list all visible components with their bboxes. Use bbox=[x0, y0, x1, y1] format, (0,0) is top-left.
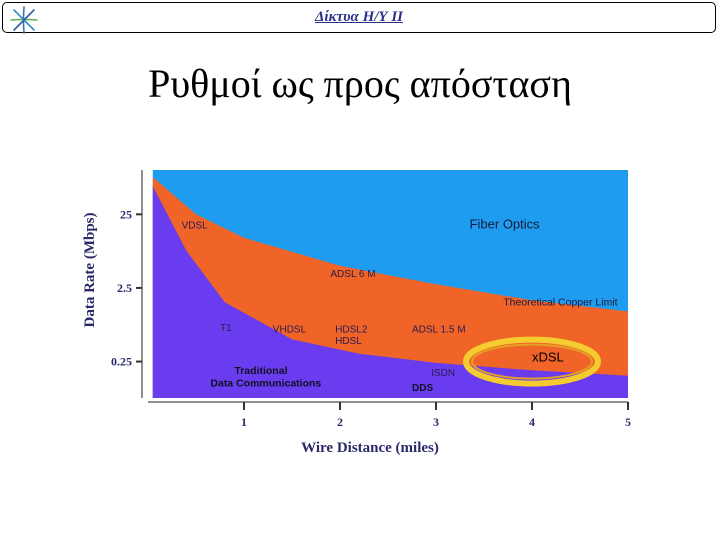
annotation-vhdsl: VHDSL bbox=[273, 325, 307, 336]
y-tick-label-2-5: 2.5 bbox=[117, 281, 132, 295]
annotation-hdsl2: HDSL2 bbox=[335, 325, 368, 336]
traditional-region bbox=[152, 186, 629, 398]
x-axis-label: Wire Distance (miles) bbox=[301, 440, 439, 456]
annotation-theoretical-copper-limit: Theoretical Copper Limit bbox=[503, 296, 617, 308]
y-axis-label: Data Rate (Mbps) bbox=[82, 213, 98, 328]
chart-annotations: VDSL ADSL 6 M Fiber Optics Theoretical Copp… bbox=[182, 217, 618, 394]
annotation-adsl-6-m: ADSL 6 M bbox=[330, 269, 375, 280]
xdsl-highlight-ellipse bbox=[463, 336, 601, 387]
distance-rate-chart: VDSL ADSL 6 M Fiber Optics Theoretical Copp… bbox=[82, 170, 631, 456]
y-tick-label-0-25: 0.25 bbox=[111, 355, 132, 369]
x-tick-label-2: 2 bbox=[337, 415, 343, 429]
annotation-data-communications: Data Communications bbox=[210, 377, 321, 389]
annotation-fiber-optics: Fiber Optics bbox=[470, 217, 541, 232]
xdsl-highlight-inner bbox=[471, 343, 593, 380]
annotation-xdsl: xDSL bbox=[532, 350, 564, 365]
header-bar: Δίκτυα Η/Υ ΙΙ bbox=[2, 2, 716, 34]
annotation-t1: T1 bbox=[220, 323, 232, 334]
chart-axes: 1 2 3 4 5 0.25 2.5 25 bbox=[111, 170, 631, 429]
header-title: Δίκτυα Η/Υ ΙΙ bbox=[315, 9, 403, 25]
annotation-traditional: Traditional bbox=[234, 365, 287, 377]
x-tick-label-4: 4 bbox=[529, 415, 535, 429]
y-tick-label-25: 25 bbox=[120, 207, 132, 221]
annotation-isdn: ISDN bbox=[431, 368, 455, 379]
star-logo-icon bbox=[10, 6, 38, 34]
annotation-adsl-1-5-m: ADSL 1.5 M bbox=[412, 325, 466, 336]
x-tick-label-5: 5 bbox=[625, 415, 631, 429]
annotation-dds: DDS bbox=[412, 383, 433, 394]
x-tick-label-3: 3 bbox=[433, 415, 439, 429]
plot-area bbox=[152, 170, 629, 398]
slide-title: Ρυθμοί ως προς απόσταση bbox=[148, 61, 572, 106]
annotation-vdsl: VDSL bbox=[182, 221, 209, 232]
x-tick-label-1: 1 bbox=[241, 415, 247, 429]
annotation-hdsl: HDSL bbox=[335, 336, 362, 347]
